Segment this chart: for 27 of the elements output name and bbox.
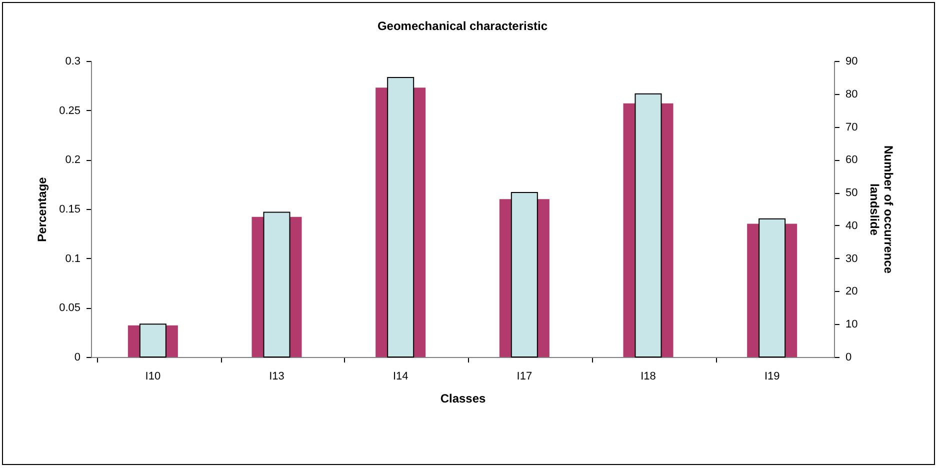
y2-tick-label: 40 bbox=[846, 220, 858, 232]
y-tick-label: 0.2 bbox=[65, 154, 80, 166]
y-tick-label: 0.1 bbox=[65, 252, 80, 265]
y2-tick-label: 80 bbox=[846, 88, 858, 100]
y-axis-title: Percentage bbox=[35, 176, 50, 242]
x-tick-label: I19 bbox=[764, 370, 780, 382]
y2-axis-title: Number of occurrence landslide bbox=[868, 145, 896, 274]
x-tick-label: I17 bbox=[516, 370, 532, 382]
y2-tick-label: 10 bbox=[846, 318, 858, 331]
y2-tick-label: 90 bbox=[846, 56, 858, 68]
x-tick-label: I14 bbox=[392, 370, 408, 382]
y2-tick-label: 20 bbox=[846, 286, 858, 298]
y2-tick-label: 0 bbox=[846, 352, 852, 364]
y2-tick-label: 30 bbox=[846, 252, 858, 265]
x-tick-label: I10 bbox=[145, 370, 161, 382]
chart-title: Geomechanical characteristic bbox=[377, 19, 548, 33]
y-tick-label: 0.05 bbox=[59, 302, 80, 314]
x-axis-title: Classes bbox=[440, 392, 486, 406]
y2-tick-label: 50 bbox=[846, 187, 858, 200]
x-tick-label: I18 bbox=[640, 370, 656, 382]
y-tick-label: 0.25 bbox=[59, 104, 80, 117]
y-tick-label: 0.15 bbox=[59, 204, 80, 216]
y2-tick-label: 70 bbox=[846, 121, 858, 134]
y2-tick-label: 60 bbox=[846, 154, 858, 166]
x-tick-label: I13 bbox=[269, 370, 284, 382]
y-tick-label: 0 bbox=[74, 352, 80, 364]
y-tick-label: 0.3 bbox=[65, 56, 80, 68]
